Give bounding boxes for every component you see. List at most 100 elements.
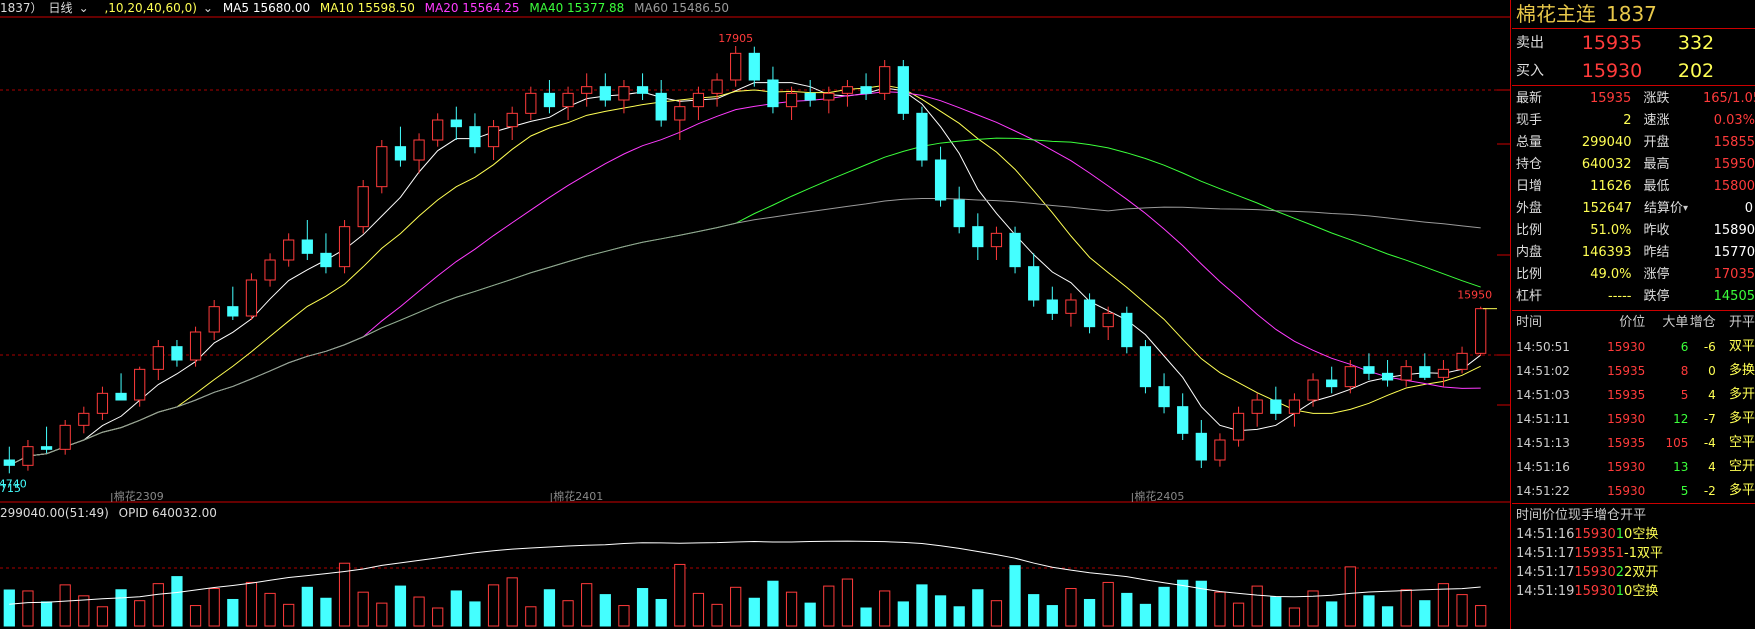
quote-value: ----- — [1608, 289, 1632, 304]
candle-body — [562, 92, 574, 108]
period-select[interactable]: 日线 ⌄ — [49, 1, 95, 15]
candle-body — [245, 279, 258, 317]
candle-body — [171, 346, 183, 361]
caret-down-icon[interactable]: ▾ — [1683, 203, 1689, 214]
tick-time: 14:51:19 — [1516, 584, 1575, 599]
quote-row: 比例 49.0% 涨停 17035 — [1512, 264, 1755, 286]
quote-row: 现手 2 速涨 0.03% — [1512, 110, 1755, 132]
candle-body — [934, 159, 947, 201]
ask-row[interactable]: 卖出 15935 332 — [1512, 29, 1755, 57]
tick-header: 时间 价位 大单 增仓 开平 — [1512, 311, 1755, 335]
candle-body — [227, 306, 239, 317]
candle-body — [506, 112, 518, 128]
panel-divider — [1510, 0, 1511, 629]
candle-body — [376, 146, 388, 188]
candle-body — [692, 92, 705, 108]
ma20-label: MA20 15564.25 — [424, 1, 520, 15]
quote-value: 49.0% — [1590, 267, 1632, 282]
volume-bar — [413, 596, 425, 627]
tick-header-cell: 增仓 — [1689, 315, 1716, 330]
candle-body — [785, 92, 798, 108]
tick-price: 15930 — [1607, 340, 1646, 354]
candle-body — [860, 86, 872, 94]
candle-body — [748, 52, 760, 81]
tick-row[interactable]: 14:51:03 15935 5 4 多开 — [1512, 383, 1755, 407]
tick-time: 14:51:16 — [1516, 527, 1575, 542]
quote-row: 最新 15935 涨跌 165/1.05% — [1512, 88, 1755, 110]
quote-panel: 棉花主连 1837 卖出 15935 332 买入 15930 202 最新 159… — [1512, 0, 1755, 629]
quote-label: 涨停 — [1643, 267, 1670, 282]
volume-bar — [692, 592, 705, 627]
tick-row[interactable]: 14:51:17159351-1双平 — [1512, 542, 1755, 561]
tick-price: 15930 — [1574, 527, 1616, 542]
contract-code: 1837 — [1606, 2, 1657, 26]
volume-bar — [562, 600, 574, 627]
candle-body — [823, 92, 835, 101]
candle-body — [916, 112, 928, 161]
candle-body — [618, 86, 630, 101]
volume-bar — [1028, 594, 1040, 627]
tick-row[interactable]: 14:51:161593010空换 — [1512, 523, 1755, 542]
candle-body — [22, 446, 34, 466]
volume-bar — [1232, 602, 1245, 627]
quote-value: 11626 — [1590, 179, 1632, 194]
volume-bar — [432, 607, 444, 627]
tick-price: 15930 — [1574, 565, 1616, 580]
tick-header-cell: 大单 — [1662, 315, 1689, 330]
tick-row[interactable]: 14:51:22 15930 5 -2 多平 — [1512, 479, 1755, 503]
candle-body — [1214, 439, 1226, 461]
tick-row[interactable]: 14:51:191593010空换 — [1512, 580, 1755, 599]
quote-value: 15800 — [1713, 179, 1755, 194]
candle-body — [1270, 399, 1282, 414]
candle-body — [543, 92, 556, 108]
quote-label[interactable]: 结算价 — [1644, 201, 1684, 216]
volume-bar — [1214, 591, 1226, 627]
ask-price: 15935 — [1581, 32, 1643, 54]
volume-bar — [618, 605, 630, 627]
candle-body — [450, 119, 462, 128]
candle-body — [1232, 412, 1245, 441]
quote-label: 最低 — [1643, 179, 1670, 194]
volume-bar — [767, 580, 779, 627]
contract-name: 棉花主连 — [1516, 2, 1596, 26]
volume-bar — [115, 589, 127, 627]
tick-row[interactable]: 14:51:02 15935 8 0 多换 — [1512, 359, 1755, 383]
candle-body — [320, 252, 332, 268]
kline-chart[interactable]: 17905 14740 15950 715 棉花2309 棉花2401 棉花2405 — [0, 0, 1510, 629]
volume-bar — [3, 589, 15, 627]
tick-oi-change: -7 — [1703, 412, 1716, 426]
tick-volume: 105 — [1665, 436, 1689, 450]
bid-row[interactable]: 买入 15930 202 — [1512, 57, 1755, 85]
tick-row[interactable]: 14:50:51 15930 6 -6 双平 — [1512, 335, 1755, 359]
quote-row: 总量 299040 开盘 15855 — [1512, 132, 1755, 154]
volume-bar — [897, 601, 909, 627]
candle-body — [990, 232, 1003, 248]
chevron-down-icon[interactable]: ⌄ — [202, 1, 213, 15]
candle-body — [1400, 366, 1412, 381]
candle-body — [1381, 372, 1394, 381]
tick-list: 时间价位现手增仓开平 14:51:161593010空换 14:51:1715935… — [1512, 504, 1755, 599]
candle-body — [1102, 312, 1114, 328]
candle-body — [897, 66, 909, 114]
candle-body — [1158, 386, 1170, 408]
volume-bar — [1307, 590, 1319, 627]
opid-line — [9, 540, 1481, 605]
quote-label: 外盘 — [1516, 201, 1543, 216]
volume-bar — [730, 586, 742, 627]
candle-body — [1009, 232, 1021, 268]
candle-body — [1195, 432, 1207, 461]
tick-row[interactable]: 14:51:171593022双开 — [1512, 561, 1755, 580]
ma40-line — [9, 137, 1481, 466]
volume-bar — [208, 588, 220, 627]
tick-row[interactable]: 14:51:13 15935 105 -4 空平 — [1512, 431, 1755, 455]
contract-title: 棉花主连 1837 — [1512, 0, 1755, 29]
tick-row[interactable]: 14:51:16 15930 13 4 空开 — [1512, 455, 1755, 479]
volume-bar — [96, 606, 109, 627]
quote-value: 640032 — [1581, 157, 1632, 172]
volume-bar — [581, 583, 593, 627]
period-label: 日线 — [48, 1, 73, 15]
tick-row[interactable]: 14:51:11 15930 12 -7 多平 — [1512, 407, 1755, 431]
volume-bar — [1251, 585, 1263, 627]
ma-legend: 1837） 日线 ⌄ ,10,20,40,60,0) ⌄ MA5 15680.00 M… — [0, 0, 735, 16]
volume-bar — [655, 598, 667, 627]
